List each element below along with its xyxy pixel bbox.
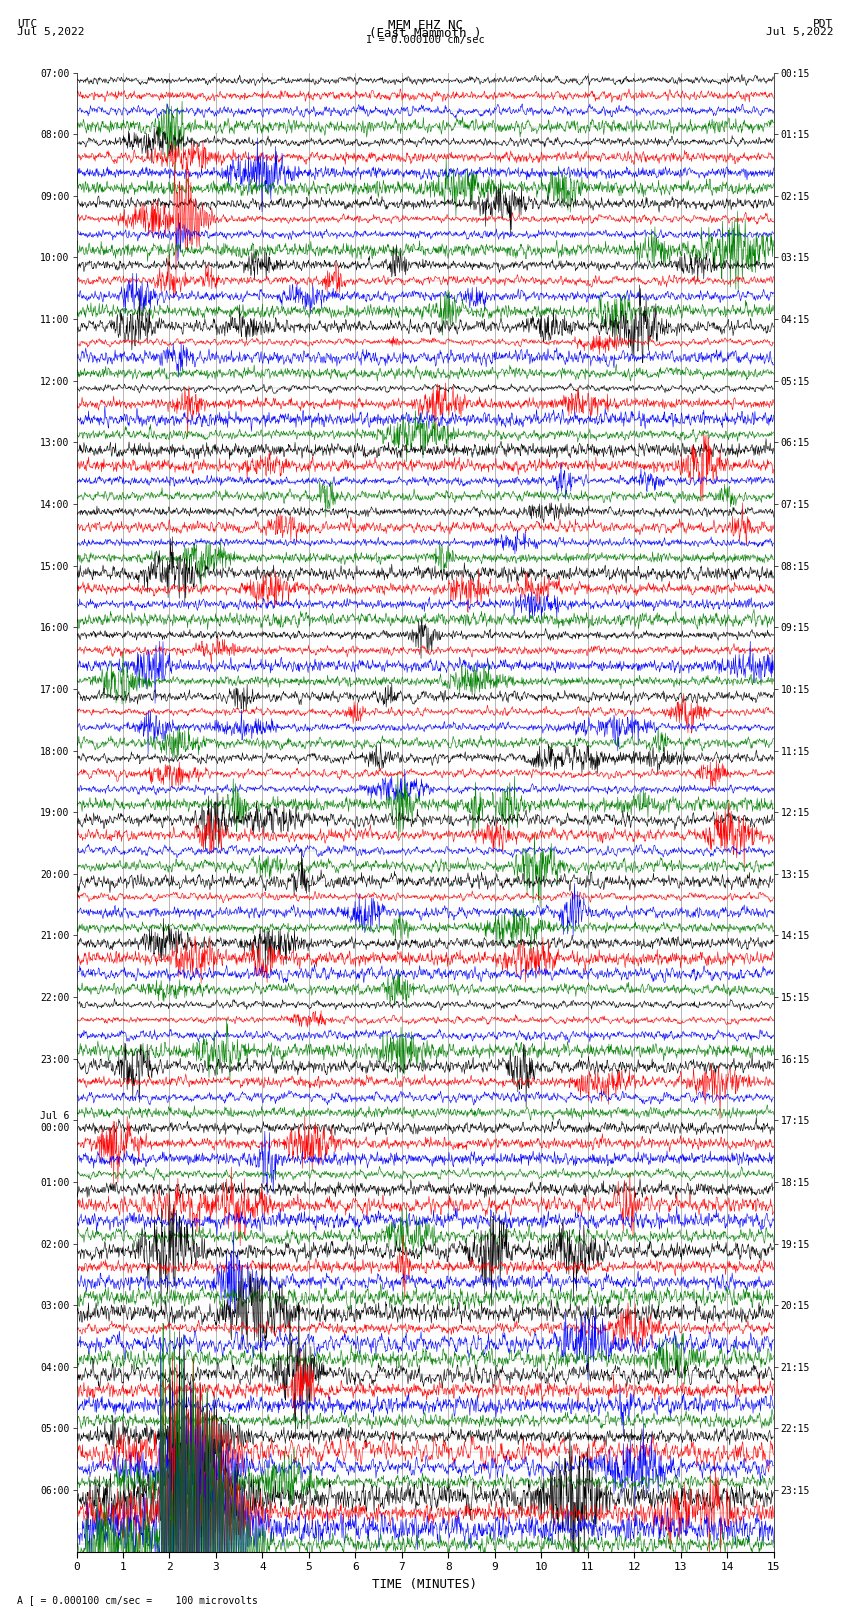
Text: I = 0.000100 cm/sec: I = 0.000100 cm/sec xyxy=(366,35,484,45)
X-axis label: TIME (MINUTES): TIME (MINUTES) xyxy=(372,1578,478,1590)
Text: |: | xyxy=(392,27,399,39)
Text: MEM EHZ NC: MEM EHZ NC xyxy=(388,18,462,32)
Text: UTC: UTC xyxy=(17,18,37,29)
Text: A [ = 0.000100 cm/sec =    100 microvolts: A [ = 0.000100 cm/sec = 100 microvolts xyxy=(17,1595,258,1605)
Text: (East Mammoth ): (East Mammoth ) xyxy=(369,26,481,40)
Text: PDT: PDT xyxy=(813,18,833,29)
Text: Jul 5,2022: Jul 5,2022 xyxy=(17,26,84,37)
Text: Jul 5,2022: Jul 5,2022 xyxy=(766,26,833,37)
